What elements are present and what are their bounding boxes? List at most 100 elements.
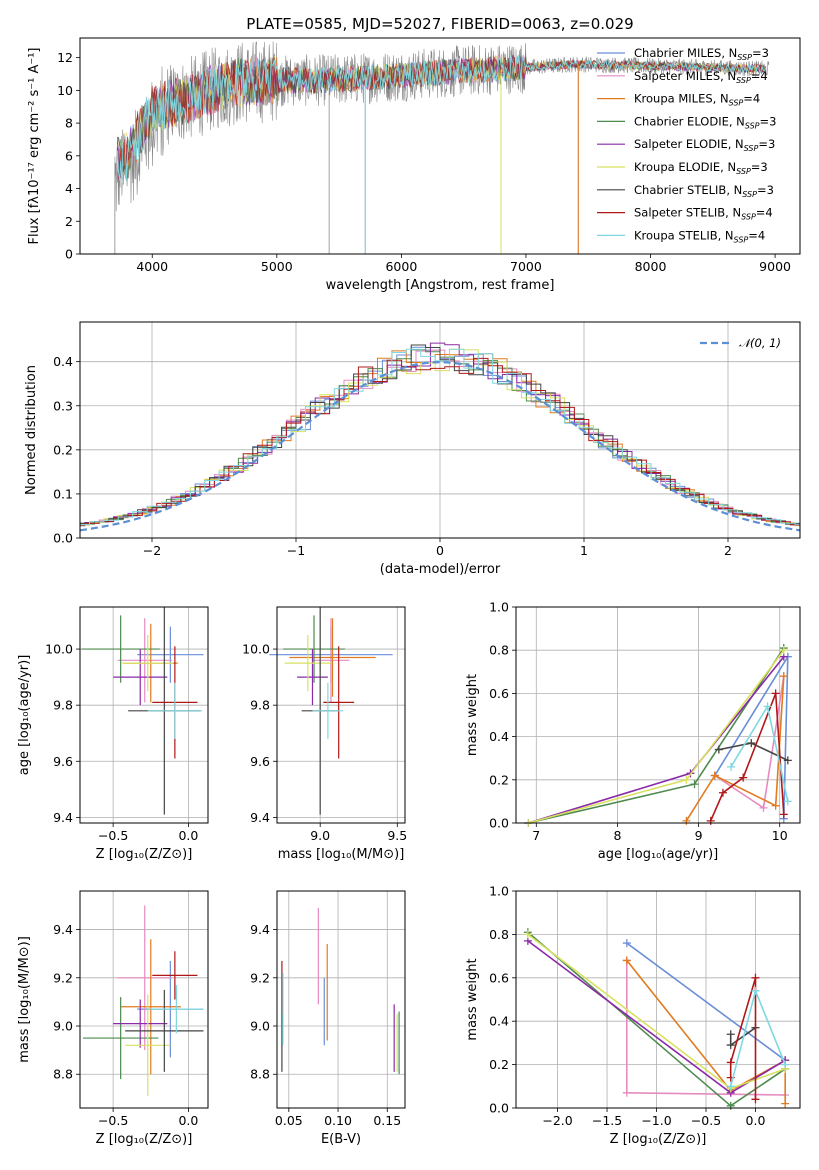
y-tick-label: 0.4 — [53, 354, 73, 369]
errorbar-chabrier_miles — [137, 626, 204, 683]
errorbar-kroupa_miles — [120, 939, 181, 1075]
y-tick-label: 0.0 — [53, 531, 73, 546]
y-tick-label: 9.6 — [53, 754, 73, 769]
legend-tail: =4 — [748, 228, 765, 242]
axes-frame — [79, 321, 801, 539]
weight-line-kroupa_miles — [685, 676, 785, 822]
legend-entry-kroupa_miles: Kroupa MILES, NSSP=4 — [634, 92, 760, 108]
y-tick-label: 2 — [65, 214, 73, 229]
y-tick-label: 10.0 — [242, 642, 270, 657]
x-tick-label: 7000 — [510, 259, 542, 274]
weight-marker-salpeter_miles — [622, 1088, 631, 1097]
legend-normal: 𝒩(0, 1) — [739, 336, 781, 350]
x-tick-label: 0.0 — [746, 1113, 766, 1128]
y-tick-label: 9.4 — [250, 810, 270, 825]
x-axis-label: wavelength [Angstrom, rest frame] — [326, 278, 555, 293]
errorbar-salpeter_elodie — [297, 649, 328, 706]
weight-marker-chabrier_stelib — [783, 756, 792, 765]
weight-marker-kroupa_stelib — [751, 986, 760, 995]
weight-marker-salpeter_stelib — [739, 773, 748, 782]
spectrum-lines — [114, 41, 770, 254]
errorbar-salpeter_miles — [117, 618, 172, 703]
errorbar-kroupa_elodie — [125, 994, 171, 1096]
legend-sub: SSP — [736, 167, 751, 176]
legend-tail: =3 — [760, 114, 777, 128]
residual-hist-kroupa_stelib — [80, 348, 800, 526]
y-tick-label: 0.6 — [489, 970, 509, 985]
x-tick-label: 5000 — [261, 259, 293, 274]
y-tick-label: 9.8 — [53, 698, 73, 713]
x-tick-label: 6000 — [385, 259, 417, 274]
x-tick-label: −2.0 — [542, 1113, 572, 1128]
x-tick-label: −1.5 — [592, 1113, 622, 1128]
x-axis-label: mass [log₁₀(M/M⊙)] — [278, 847, 405, 862]
y-tick-label: 0.4 — [489, 1014, 509, 1029]
legend-entry-chabrier_miles: Chabrier MILES, NSSP=3 — [634, 46, 769, 62]
weight-line-kroupa_miles — [626, 959, 786, 1104]
y-tick-label: 1.0 — [489, 884, 509, 899]
errorbar-chabrier_elodie — [81, 615, 160, 683]
y-tick-label: 10.0 — [45, 642, 73, 657]
y-tick-label: 0.6 — [489, 686, 509, 701]
legend-label: Kroupa STELIB, N — [634, 228, 734, 242]
legend-label: Chabrier STELIB, N — [634, 183, 742, 197]
histograms — [80, 342, 800, 532]
y-tick-label: 1.0 — [489, 600, 509, 615]
y-tick-label: 0.8 — [489, 643, 509, 658]
legend-entry-kroupa_stelib: Kroupa STELIB, NSSP=4 — [634, 228, 765, 244]
legend-label: Salpeter STELIB, N — [634, 206, 741, 220]
chart-mass_vs_Z: −0.5 0.0 8.8 9.0 9.2 9.4 Z [log₁₀(Z/Z⊙)] mass [… — [17, 890, 209, 1147]
errorbar-salpeter_miles — [312, 618, 350, 703]
weight-marker-kroupa_stelib — [783, 797, 792, 806]
series-chabrier_stelib — [726, 1023, 760, 1050]
y-tick-label: 9.4 — [53, 810, 73, 825]
errorbar-salpeter_elodie — [113, 649, 168, 706]
x-tick-label: −0.5 — [98, 828, 128, 843]
series-salpeter_stelib — [726, 973, 760, 1104]
errorbar-salpeter_elodie — [113, 999, 168, 1048]
legend-label: Kroupa ELODIE, N — [634, 160, 736, 174]
weight-marker-salpeter_stelib — [779, 810, 788, 819]
x-axis-label: Z [log₁₀(Z/Z⊙)] — [610, 1132, 707, 1147]
x-tick-label: −1 — [287, 543, 305, 558]
legend-sub: SSP — [737, 53, 752, 62]
series-kroupa_stelib — [727, 702, 792, 806]
errorbar-kroupa_stelib — [149, 985, 204, 1034]
chart-weight_vs_Z: −2.0 −1.5 −1.0 −0.5 0.0 0.0 0.2 0.4 0.6 0.8 1.0 Z [… — [465, 884, 801, 1147]
x-tick-label: 0.0 — [178, 828, 198, 843]
legend-label: Salpeter ELODIE, N — [634, 137, 744, 151]
legend-tail: =3 — [758, 137, 775, 151]
x-axis-label: Z [log₁₀(Z/Z⊙)] — [96, 847, 193, 862]
weight-marker-kroupa_elodie — [779, 646, 788, 655]
legend-label: Chabrier MILES, N — [634, 46, 737, 60]
y-axis-label: age [log₁₀(age/yr)] — [17, 655, 32, 776]
chart-weight_vs_age: 7 8 9 10 0.0 0.2 0.4 0.6 0.8 1.0 age [log₁₀(age/yr… — [465, 600, 801, 862]
legend-tail: =4 — [743, 92, 760, 106]
weight-marker-chabrier_stelib — [726, 1030, 735, 1039]
residual-hist-chabrier_stelib — [80, 344, 800, 527]
legend-sub: SSP — [729, 99, 744, 108]
weight-marker-kroupa_stelib — [781, 1060, 790, 1069]
y-tick-label: 9.2 — [53, 970, 73, 985]
legend-sub: SSP — [744, 144, 759, 153]
weight-marker-kroupa_stelib — [727, 762, 736, 771]
x-tick-label: −0.5 — [98, 1113, 128, 1128]
x-tick-label: 9 — [695, 828, 703, 843]
weight-line-salpeter_stelib — [709, 693, 785, 822]
weight-marker-kroupa_miles — [682, 816, 691, 825]
y-tick-label: 0.2 — [53, 442, 73, 457]
legend-entry-kroupa_elodie: Kroupa ELODIE, NSSP=3 — [634, 160, 768, 176]
y-axis-label: mass weight — [465, 958, 480, 1040]
weight-marker-salpeter_stelib — [751, 1095, 760, 1104]
weight-marker-salpeter_stelib — [706, 816, 715, 825]
legend-entry-chabrier_stelib: Chabrier STELIB, NSSP=3 — [634, 183, 774, 199]
axes-frame — [276, 606, 406, 824]
legend-label: Chabrier ELODIE, N — [634, 114, 745, 128]
chart-residuals: −2 −1 0 1 2 0.0 0.1 0.2 0.3 0.4 (data-model)/error… — [24, 321, 801, 577]
axes-frame — [515, 890, 801, 1109]
axes-frame — [79, 606, 209, 824]
errorbar-salpeter_stelib — [152, 951, 198, 1000]
weight-marker-kroupa_miles — [781, 1099, 790, 1108]
weight-marker-kroupa_stelib — [763, 702, 772, 711]
